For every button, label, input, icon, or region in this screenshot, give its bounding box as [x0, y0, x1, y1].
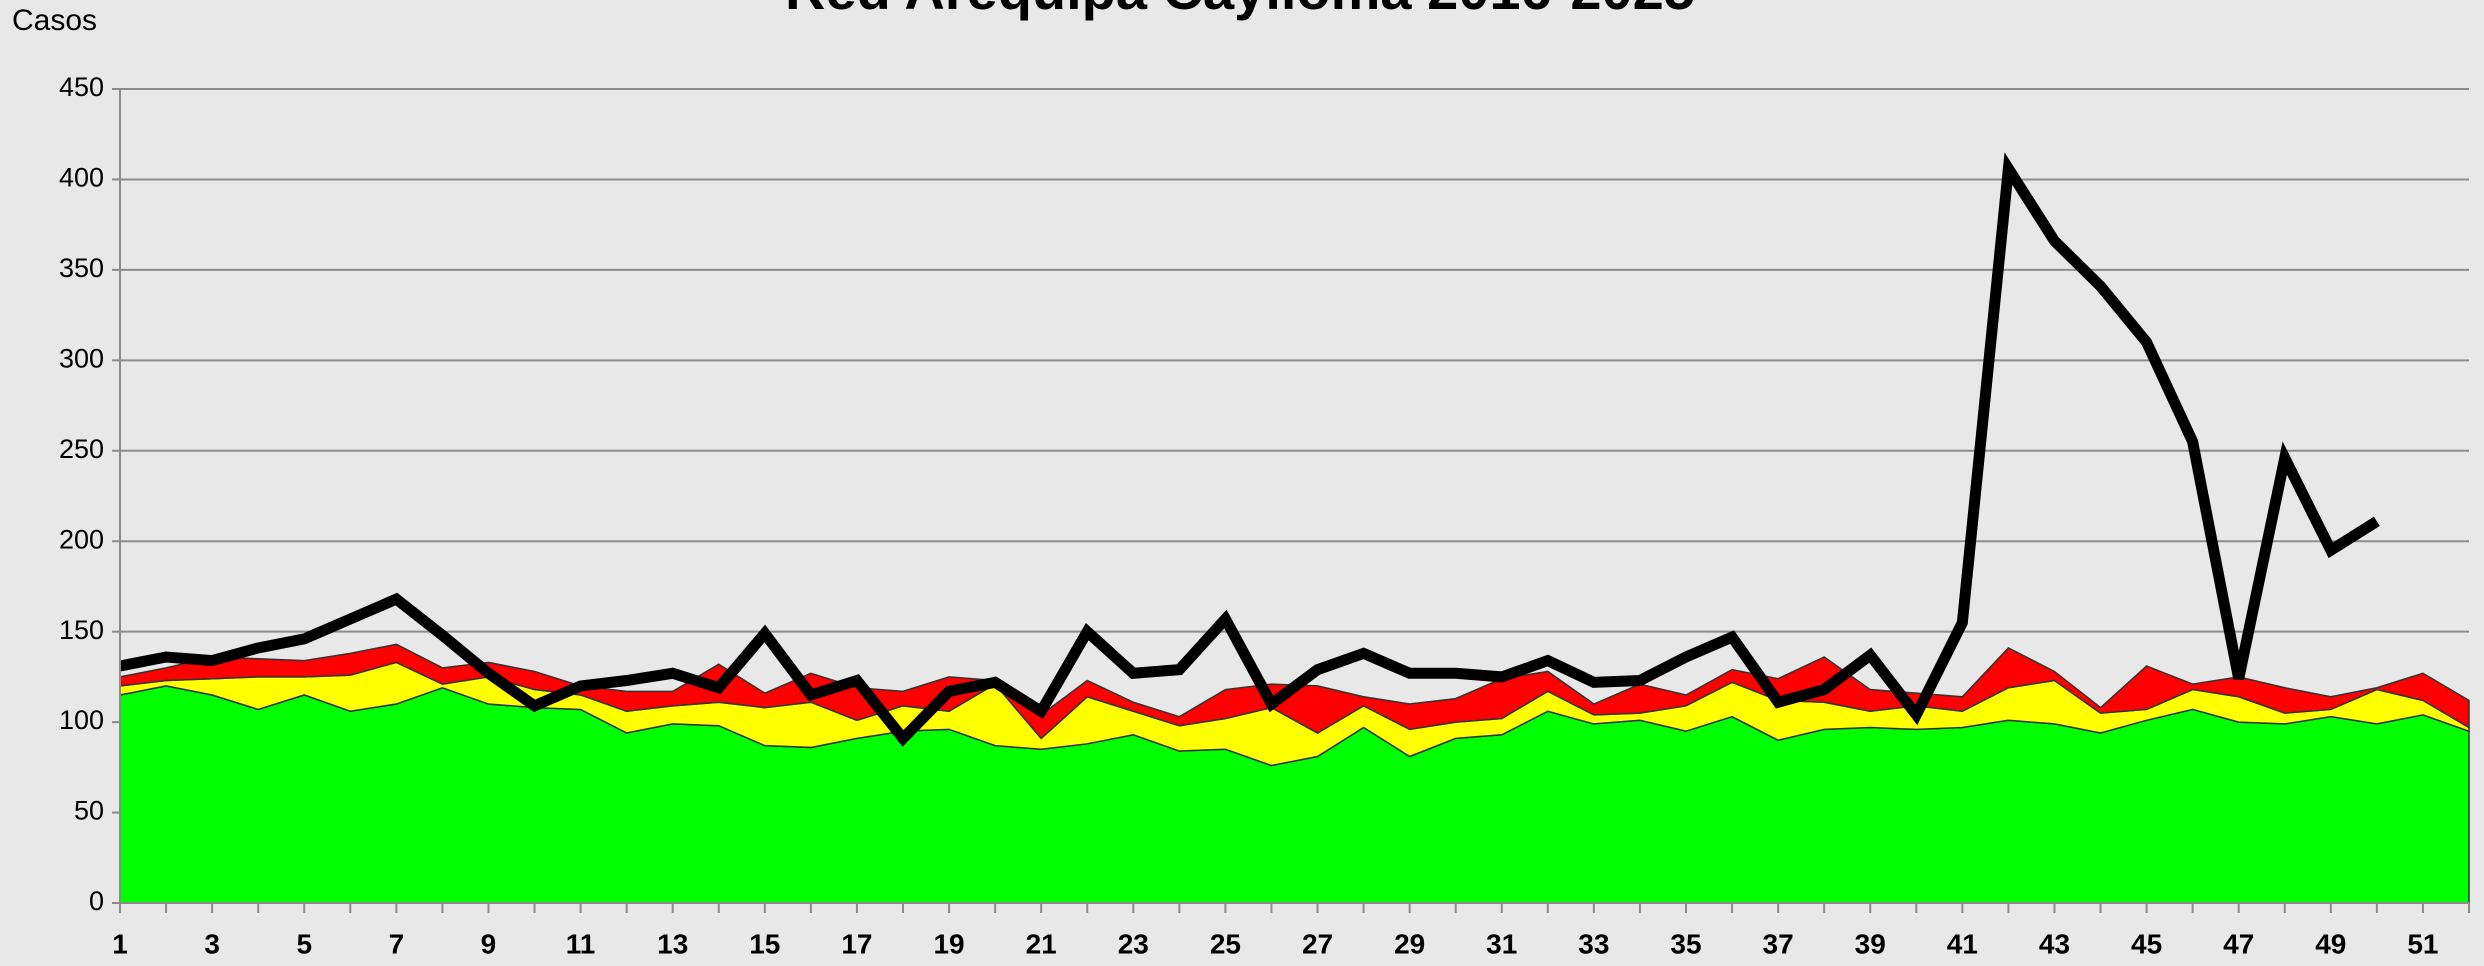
y-tick-label: 300 — [59, 343, 104, 373]
x-tick-label: 45 — [2131, 928, 2162, 959]
x-tick-label: 43 — [2039, 928, 2070, 959]
x-tick-label: 29 — [1394, 928, 1425, 959]
x-tick-label: 27 — [1302, 928, 1333, 959]
x-tick-label: 51 — [2407, 928, 2438, 959]
y-tick-label: 50 — [74, 796, 104, 826]
x-tick-label: 15 — [749, 928, 780, 959]
line — [118, 152, 2380, 747]
x-tick-label: 41 — [1947, 928, 1978, 959]
x-tick-label: 33 — [1578, 928, 1609, 959]
x-tick-label: 23 — [1118, 928, 1149, 959]
y-tick-label: 250 — [59, 434, 104, 464]
x-tick-label: 9 — [481, 928, 497, 959]
y-tick-label: 100 — [59, 705, 104, 735]
y-tick-label: 0 — [89, 886, 104, 916]
chart-title: Red Arequipa Caylloma 2016-2025 — [785, 0, 1695, 21]
y-tick-label: 200 — [59, 524, 104, 554]
y-tick-label: 150 — [59, 615, 104, 645]
y-tick-label: 400 — [59, 163, 104, 193]
x-tick-label: 21 — [1026, 928, 1057, 959]
x-tick-label: 25 — [1210, 928, 1241, 959]
x-tick-label: 11 — [566, 928, 596, 959]
x-tick-label: 39 — [1855, 928, 1886, 959]
y-tick-label: 350 — [59, 253, 104, 283]
x-tick-label: 5 — [296, 928, 312, 959]
x-tick-label: 3 — [204, 928, 220, 959]
x-tick-label: 17 — [841, 928, 872, 959]
x-tick-label: 31 — [1486, 928, 1517, 959]
x-tick-label: 47 — [2223, 928, 2254, 959]
x-tick-label: 7 — [389, 928, 405, 959]
y-tick-label: 450 — [59, 72, 104, 102]
x-tick-label: 1 — [112, 928, 128, 959]
x-tick-label: 19 — [933, 928, 964, 959]
y-axis-label: Casos — [12, 4, 97, 37]
x-tick-label: 13 — [657, 928, 688, 959]
x-tick-label: 37 — [1763, 928, 1794, 959]
x-tick-label: 49 — [2315, 928, 2346, 959]
x-tick-label: 35 — [1670, 928, 1701, 959]
